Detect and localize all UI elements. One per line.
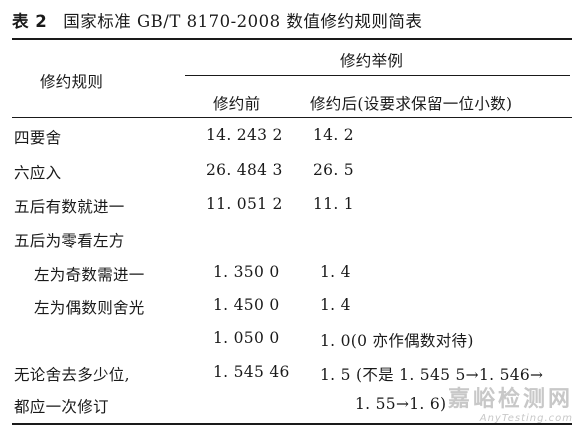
- row-rule: 四要舍: [14, 129, 62, 147]
- top-rule: [12, 38, 572, 40]
- header-after: 修约后(设要求保留一位小数): [310, 95, 513, 113]
- row-after: 1. 0(0 亦作偶数对待): [320, 332, 474, 350]
- row-after: 1. 55→1. 6): [355, 395, 447, 413]
- row-before: 26. 484 3: [206, 161, 283, 179]
- row-after: 1. 4: [320, 296, 351, 314]
- table-number: 表 2: [12, 12, 48, 31]
- row-before: 14. 243 2: [206, 126, 283, 144]
- group-rule: [185, 75, 570, 76]
- header-rule: [12, 117, 572, 118]
- header-before: 修约前: [213, 95, 261, 113]
- table-title: 国家标准 GB/T 8170-2008 数值修约规则简表: [63, 12, 423, 31]
- row-rule: 五后有数就进一: [14, 198, 125, 216]
- bottom-rule: [12, 423, 572, 425]
- table-caption: 表 2 国家标准 GB/T 8170-2008 数值修约规则简表: [12, 8, 422, 32]
- header-example-group: 修约举例: [340, 52, 404, 70]
- row-rule: 五后为零看左方: [14, 232, 125, 250]
- row-after: 1. 5 (不是 1. 545 5→1. 546→: [320, 366, 544, 384]
- watermark-url: AnyTesting.com: [479, 413, 573, 424]
- watermark: 嘉峪检测网 AnyTesting.com: [448, 381, 573, 424]
- header-rule-column: 修约规则: [40, 73, 104, 91]
- row-rule: 无论舍去多少位,: [14, 366, 130, 384]
- row-after: 1. 4: [320, 263, 351, 281]
- row-rule: 左为奇数需进一: [34, 266, 145, 284]
- row-rule: 六应入: [14, 164, 62, 182]
- row-before: 11. 051 2: [206, 195, 283, 213]
- row-after: 14. 2: [313, 126, 354, 144]
- row-after: 11. 1: [313, 195, 354, 213]
- row-after: 26. 5: [313, 161, 354, 179]
- watermark-text: 嘉峪检测网: [447, 387, 573, 412]
- row-before: 1. 350 0: [213, 263, 280, 281]
- row-rule: 左为偶数则舍光: [34, 299, 145, 317]
- row-before: 1. 450 0: [213, 296, 280, 314]
- row-before: 1. 545 46: [213, 363, 290, 381]
- row-before: 1. 050 0: [213, 329, 280, 347]
- row-rule: 都应一次修订: [14, 398, 109, 416]
